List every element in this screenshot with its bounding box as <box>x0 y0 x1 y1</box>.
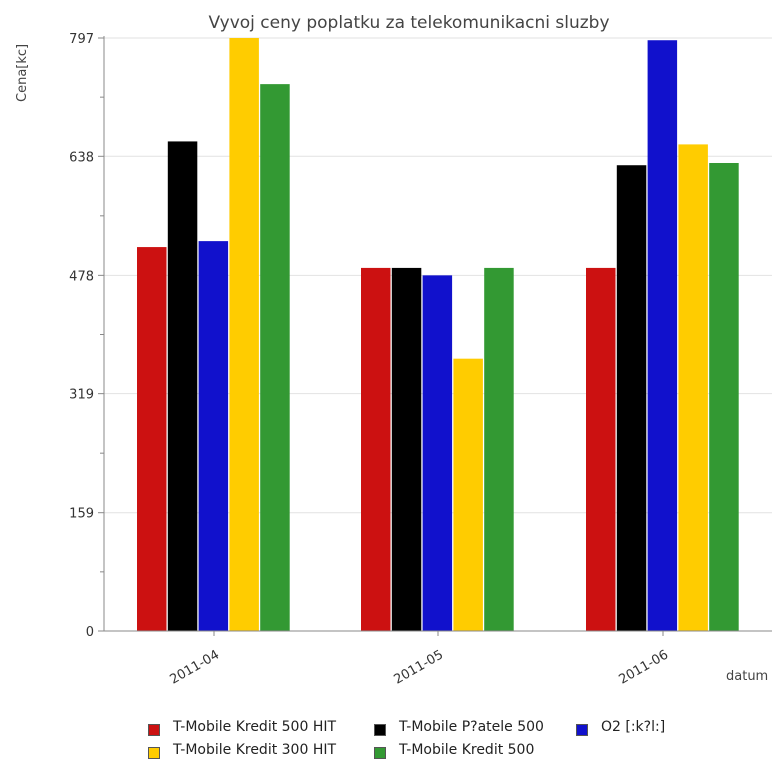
y-tick-label: 478 <box>69 269 94 284</box>
x-axis-label: datum <box>726 669 768 684</box>
x-tick-label: 2011-06 <box>616 647 671 687</box>
x-tick-label: 2011-05 <box>391 647 446 687</box>
bar <box>137 247 167 631</box>
bar <box>198 241 229 631</box>
chart-title: Vyvoj ceny poplatku za telekomunikacni s… <box>208 13 609 33</box>
bar <box>647 40 678 632</box>
legend-item: T-Mobile P?atele 500 <box>374 719 594 739</box>
y-tick-label: 0 <box>86 625 94 640</box>
bar <box>453 358 483 631</box>
legend-swatch <box>148 724 160 736</box>
legend-label: O2 [:k?l:] <box>601 719 666 735</box>
legend-item: T-Mobile Kredit 500 HIT <box>148 719 368 739</box>
x-tick-label: 2011-04 <box>167 647 222 687</box>
bar <box>709 162 739 631</box>
legend-label: T-Mobile P?atele 500 <box>399 719 544 735</box>
legend-swatch <box>374 747 386 759</box>
legend-item: O2 [:k?l:] <box>576 719 776 739</box>
bar <box>586 267 616 631</box>
y-tick-label: 319 <box>69 388 94 403</box>
bar <box>167 141 198 632</box>
bar <box>422 275 453 631</box>
legend-label: T-Mobile Kredit 500 HIT <box>173 719 337 735</box>
bar <box>391 267 422 631</box>
legend-swatch <box>576 724 588 736</box>
y-tick-label: 159 <box>69 507 94 522</box>
y-tick-label: 797 <box>69 32 94 47</box>
y-tick-label: 638 <box>69 150 94 165</box>
legend-label: T-Mobile Kredit 500 <box>399 742 535 758</box>
bar <box>361 267 391 631</box>
legend-item: T-Mobile Kredit 500 <box>374 742 594 762</box>
legend-swatch <box>374 724 386 736</box>
bar <box>616 165 647 631</box>
bar <box>229 38 259 631</box>
bar <box>260 84 290 631</box>
bars <box>137 38 739 632</box>
legend-item: T-Mobile Kredit 300 HIT <box>148 742 368 762</box>
bar <box>484 267 514 631</box>
legend-label: T-Mobile Kredit 300 HIT <box>173 742 337 758</box>
y-axis-label: Cena[kc] <box>15 44 30 102</box>
legend-swatch <box>148 747 160 759</box>
bar <box>678 144 708 631</box>
